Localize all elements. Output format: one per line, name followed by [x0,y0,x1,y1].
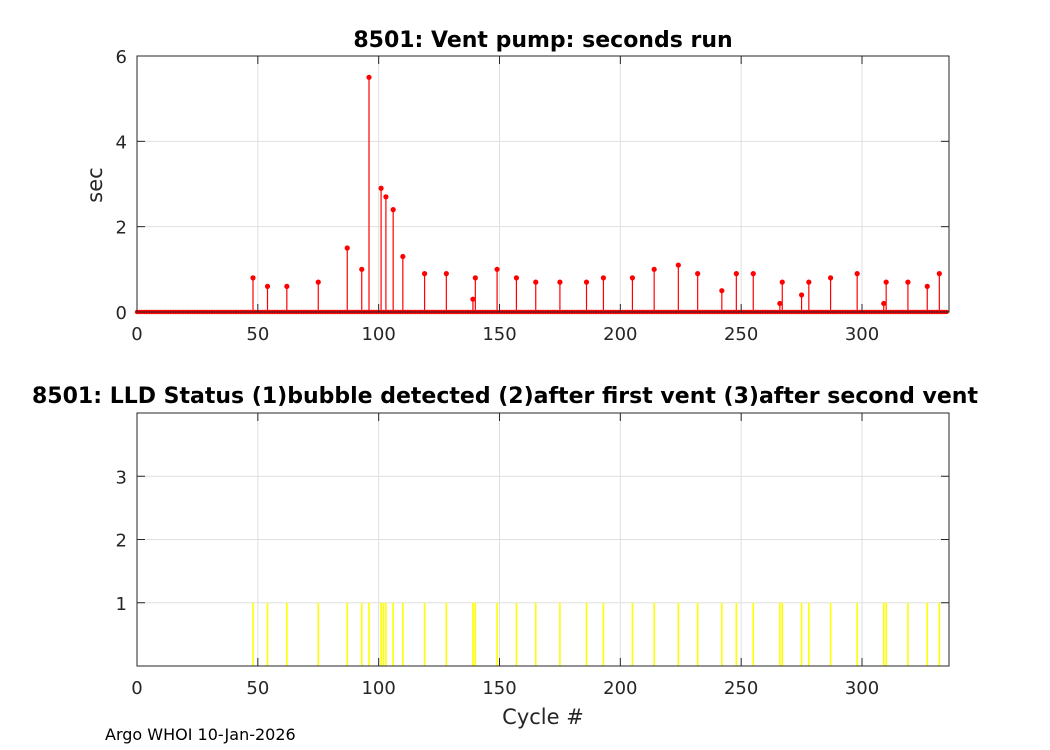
vent-pump-stem-marker [583,279,590,285]
vent-pump-stem-marker [315,279,321,285]
vent-pump-plot-area [137,56,949,312]
lld-status-ytick-label: 2 [116,531,127,552]
lld-status-xtick-label: 100 [361,678,395,699]
vent-pump-xtick-label: 300 [845,324,879,345]
lld-status-panel: 0 50 100 150 200 250 300 1 2 3 8501: LLD Status (… [32,384,978,729]
vent-pump-xtick-label: 100 [361,324,395,345]
vent-pump-ytick-label: 6 [116,47,127,68]
vent-pump-ylabel: sec [83,167,107,202]
vent-pump-stem-marker [421,271,428,277]
vent-pump-axes-frame [136,55,950,313]
vent-pump-stem-marker [695,271,701,277]
lld-status-ytick-label: 1 [116,594,127,615]
vent-pump-xtick-label: 0 [131,324,142,345]
vent-pump-stem-marker [284,283,290,289]
vent-pump-xtick-label: 50 [246,324,269,345]
vent-pump-ytick-label: 2 [116,218,127,239]
lld-status-ytick-label: 3 [116,467,127,488]
vent-pump-stem-marker [443,271,449,277]
lld-status-xtick-label: 300 [845,678,879,699]
vent-pump-stem-marker [390,207,396,213]
vent-pump-stem-marker [733,271,739,277]
vent-pump-stem-marker [881,300,887,307]
vent-pump-stem-marker [600,275,607,281]
vent-pump-stem-marker [470,296,476,302]
vent-pump-stem-marker [905,279,911,285]
vent-pump-stem-marker [378,185,384,191]
vent-pump-xtick-label: 200 [603,324,637,345]
vent-pump-stem-marker [675,262,681,268]
vent-pump-stem-marker [533,279,539,285]
vent-pump-stem-marker [264,283,271,289]
vent-pump-stem-marker [494,266,500,272]
vent-pump-stem-marker [472,275,478,281]
cycle-xlabel: Cycle # [502,705,584,729]
vent-pump-stem-marker [779,279,785,285]
vent-pump-stem-marker [883,279,889,285]
vent-pump-stem-marker [513,275,520,281]
vent-pump-title: 8501: Vent pump: seconds run [353,28,732,53]
lld-status-title: 8501: LLD Status (1)bubble detected (2)a… [32,384,978,409]
vent-pump-xtick-label: 150 [482,324,516,345]
vent-pump-panel: 0 50 100 150 200 250 300 0 2 4 6 8501: Vent pump: … [83,28,950,345]
vent-pump-stem-marker [250,275,256,281]
vent-pump-xtick-label: 250 [724,324,758,345]
vent-pump-stem-marker [750,271,756,277]
vent-pump-stem-marker [806,279,812,285]
vent-pump-stem-marker [344,245,350,251]
vent-pump-stem-marker [719,288,725,294]
lld-status-xtick-label: 200 [603,678,637,699]
vent-pump-stem-marker [400,253,406,260]
lld-status-xtick-label: 250 [724,678,758,699]
vent-pump-stem-marker [854,271,860,277]
lld-status-xtick-label: 50 [246,678,269,699]
vent-pump-stem-marker [629,275,636,281]
vent-pump-stem-marker [557,279,563,285]
vent-pump-stem-marker [651,266,657,272]
vent-pump-stem-marker [924,283,930,289]
vent-pump-stem-marker [359,266,365,272]
lld-status-xtick-label: 150 [482,678,516,699]
vent-pump-stem-marker [383,194,389,200]
vent-pump-stem-marker [936,271,942,277]
vent-pump-stem-marker [366,74,372,80]
lld-status-xtick-label: 0 [131,678,142,699]
footer-credit: Argo WHOI 10-Jan-2026 [105,725,296,744]
vent-pump-ytick-label: 0 [116,303,127,324]
vent-pump-ytick-label: 4 [116,132,127,153]
vent-pump-stem-marker [777,300,783,307]
vent-pump-stem-marker [798,292,805,298]
vent-pump-stem-marker [827,275,834,281]
